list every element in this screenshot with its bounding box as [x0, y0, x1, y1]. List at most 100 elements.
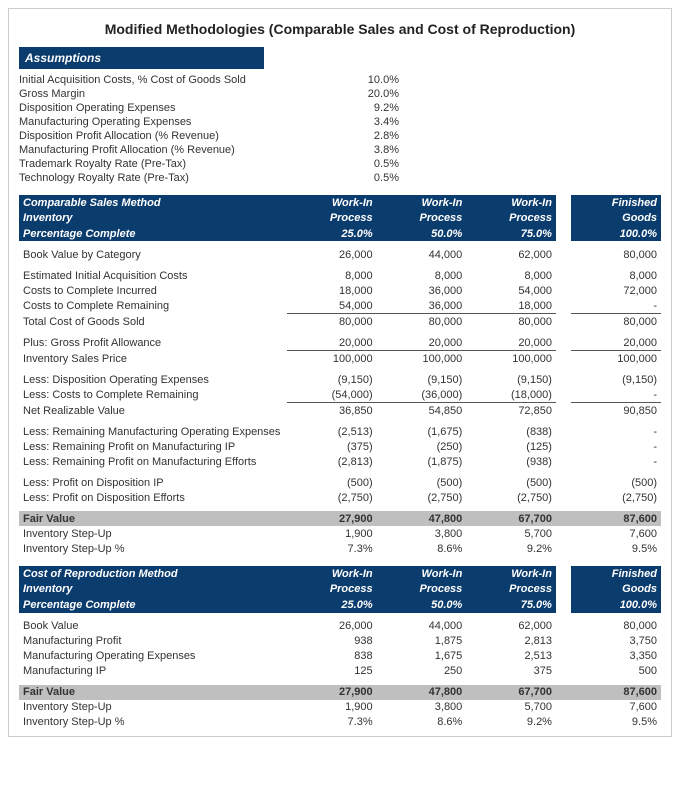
- table-header-row: Percentage Complete 25.0% 50.0% 75.0% 10…: [19, 226, 661, 241]
- cell: 1,900: [287, 526, 377, 541]
- cell: 1,900: [287, 700, 377, 715]
- row-label: Less: Costs to Complete Remaining: [19, 387, 287, 403]
- col-header: Process: [377, 582, 467, 598]
- assumption-value: 3.4%: [319, 116, 399, 128]
- col-header: Process: [466, 582, 556, 598]
- cell: 72,850: [466, 403, 556, 419]
- table-row: Net Realizable Value36,85054,85072,85090…: [19, 403, 661, 419]
- cell: 62,000: [466, 619, 556, 634]
- cell: -: [571, 454, 661, 469]
- assumption-row: Manufacturing Profit Allocation (% Reven…: [19, 143, 661, 157]
- row-label: Book Value: [19, 619, 287, 634]
- table-row: Estimated Initial Acquisition Costs8,000…: [19, 268, 661, 283]
- assumption-row: Initial Acquisition Costs, % Cost of Goo…: [19, 73, 661, 87]
- row-label: Costs to Complete Incurred: [19, 283, 287, 298]
- row-label: Net Realizable Value: [19, 403, 287, 419]
- assumption-label: Technology Royalty Rate (Pre-Tax): [19, 172, 319, 184]
- cell: (500): [466, 475, 556, 490]
- row-label: Fair Value: [19, 511, 287, 526]
- col-header: Work-In: [377, 195, 467, 211]
- cell: 67,700: [466, 685, 556, 700]
- col-percent: 50.0%: [377, 226, 467, 241]
- cell: 8,000: [377, 268, 467, 283]
- cell: 27,900: [287, 685, 377, 700]
- cell: 100,000: [377, 351, 467, 367]
- assumption-label: Trademark Royalty Rate (Pre-Tax): [19, 158, 319, 170]
- cell: 80,000: [466, 314, 556, 330]
- cell: 36,850: [287, 403, 377, 419]
- row-label: Inventory Step-Up: [19, 526, 287, 541]
- table-row: Less: Remaining Profit on Manufacturing …: [19, 454, 661, 469]
- assumption-row: Disposition Operating Expenses9.2%: [19, 101, 661, 115]
- cell: 500: [571, 664, 661, 679]
- row-label: Inventory Step-Up %: [19, 715, 287, 730]
- assumption-row: Gross Margin20.0%: [19, 87, 661, 101]
- cell: (2,813): [287, 454, 377, 469]
- assumption-value: 0.5%: [319, 172, 399, 184]
- cell: 20,000: [287, 335, 377, 351]
- page-title: Modified Methodologies (Comparable Sales…: [19, 21, 661, 37]
- cell: 7.3%: [287, 541, 377, 556]
- assumption-label: Manufacturing Operating Expenses: [19, 116, 319, 128]
- assumptions-section: Assumptions Initial Acquisition Costs, %…: [19, 47, 661, 185]
- row-label: Less: Profit on Disposition IP: [19, 475, 287, 490]
- table-header-row: Inventory Process Process Process Goods: [19, 211, 661, 227]
- row-label: Less: Remaining Profit on Manufacturing …: [19, 454, 287, 469]
- row-label: Inventory Sales Price: [19, 351, 287, 367]
- table-header-row: Comparable Sales Method Work-In Work-In …: [19, 195, 661, 211]
- cell: 938: [287, 634, 377, 649]
- table-header-label: Inventory: [19, 211, 287, 227]
- col-percent: 100.0%: [571, 598, 661, 613]
- cell: (500): [377, 475, 467, 490]
- col-header: Process: [287, 211, 377, 227]
- cell: 375: [466, 664, 556, 679]
- cell: (250): [377, 439, 467, 454]
- cell: -: [571, 298, 661, 314]
- table-header-label: Percentage Complete: [19, 226, 287, 241]
- cell: 62,000: [466, 247, 556, 262]
- cell: 7,600: [571, 700, 661, 715]
- cell: 20,000: [571, 335, 661, 351]
- row-label: Book Value by Category: [19, 247, 287, 262]
- row-label: Fair Value: [19, 685, 287, 700]
- cell: (125): [466, 439, 556, 454]
- cell: 100,000: [287, 351, 377, 367]
- col-header: Goods: [571, 211, 661, 227]
- cell: 8,000: [466, 268, 556, 283]
- table-header-row: Inventory Process Process Process Goods: [19, 582, 661, 598]
- assumption-label: Disposition Operating Expenses: [19, 102, 319, 114]
- cell: -: [571, 387, 661, 403]
- table-header-row: Percentage Complete 25.0% 50.0% 75.0% 10…: [19, 598, 661, 613]
- cell: 18,000: [466, 298, 556, 314]
- table-row: Inventory Step-Up %7.3%8.6%9.2%9.5%: [19, 541, 661, 556]
- cell: (9,150): [287, 372, 377, 387]
- cell: (1,675): [377, 424, 467, 439]
- row-label: Less: Remaining Profit on Manufacturing …: [19, 439, 287, 454]
- cell: 3,750: [571, 634, 661, 649]
- table-row: Costs to Complete Incurred18,00036,00054…: [19, 283, 661, 298]
- col-percent: 75.0%: [466, 598, 556, 613]
- cell: 100,000: [571, 351, 661, 367]
- cell: 27,900: [287, 511, 377, 526]
- table-row: Inventory Step-Up1,9003,8005,7007,600: [19, 526, 661, 541]
- cell: 838: [287, 649, 377, 664]
- cell: 2,813: [466, 634, 556, 649]
- col-percent: 75.0%: [466, 226, 556, 241]
- col-header: Work-In: [287, 566, 377, 582]
- reproduction-table: Cost of Reproduction Method Work-In Work…: [19, 566, 661, 729]
- cell: 87,600: [571, 685, 661, 700]
- cell: (2,750): [377, 490, 467, 505]
- row-label: Inventory Step-Up: [19, 700, 287, 715]
- cell: -: [571, 424, 661, 439]
- col-percent: 25.0%: [287, 598, 377, 613]
- cell: (500): [571, 475, 661, 490]
- cell: 8.6%: [377, 715, 467, 730]
- cell: 100,000: [466, 351, 556, 367]
- cell: (9,150): [466, 372, 556, 387]
- table-row: Less: Costs to Complete Remaining(54,000…: [19, 387, 661, 403]
- cell: 54,000: [466, 283, 556, 298]
- assumption-value: 20.0%: [319, 88, 399, 100]
- cell: 72,000: [571, 283, 661, 298]
- row-label: Manufacturing IP: [19, 664, 287, 679]
- cell: 67,700: [466, 511, 556, 526]
